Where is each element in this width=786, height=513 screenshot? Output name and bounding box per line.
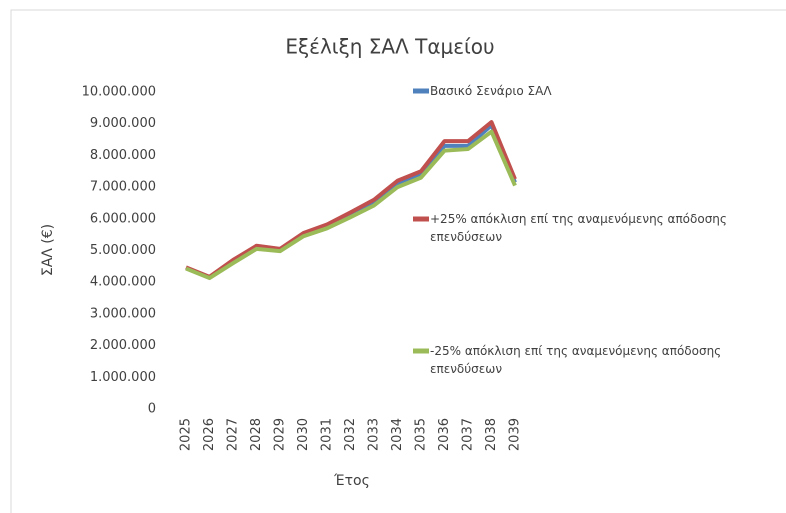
y-tick-label: 2.000.000 <box>90 338 156 353</box>
y-axis-label: ΣΑΛ (€) <box>40 224 56 276</box>
y-tick-label: 8.000.000 <box>90 148 156 163</box>
x-axis-label: Έτος <box>333 473 370 489</box>
x-tick-label: 2027 <box>226 418 241 451</box>
x-tick-label: 2032 <box>343 418 358 451</box>
x-tick-label: 2039 <box>508 418 523 451</box>
series-line <box>185 120 517 279</box>
chart-title: Εξέλιξη ΣΑΛ Ταμείου <box>285 35 494 59</box>
x-tick-label: 2025 <box>179 418 194 451</box>
x-tick-label: 2026 <box>202 418 217 451</box>
series-line <box>185 129 517 281</box>
x-tick-label: 2036 <box>437 418 452 451</box>
legend-label: Βασικό Σενάριο ΣΑΛ <box>430 84 552 98</box>
y-tick-label: 5.000.000 <box>90 243 156 258</box>
y-tick-label: 1.000.000 <box>90 370 156 385</box>
x-tick-label: 2033 <box>367 418 382 451</box>
y-tick-label: 0 <box>148 402 156 417</box>
x-tick-label: 2029 <box>273 418 288 451</box>
x-tick-label: 2034 <box>390 418 405 451</box>
y-tick-label: 4.000.000 <box>90 275 156 290</box>
y-tick-label: 3.000.000 <box>90 306 156 321</box>
y-tick-label: 10.000.000 <box>82 85 156 100</box>
x-tick-label: 2037 <box>461 418 476 451</box>
x-tick-label: 2038 <box>484 418 499 451</box>
y-tick-label: 7.000.000 <box>90 180 156 195</box>
y-tick-label: 9.000.000 <box>90 116 156 131</box>
x-tick-label: 2031 <box>320 418 335 451</box>
x-tick-label: 2028 <box>249 418 264 451</box>
x-tick-label: 2035 <box>414 418 429 451</box>
x-tick-label: 2030 <box>296 418 311 451</box>
legend-label: +25% απόκλιση επί της αναμενόμενης απόδο… <box>430 212 727 244</box>
chart-border <box>10 9 786 513</box>
y-tick-label: 6.000.000 <box>90 211 156 226</box>
legend-label: -25% απόκλιση επί της αναμενόμενης απόδο… <box>430 344 722 376</box>
